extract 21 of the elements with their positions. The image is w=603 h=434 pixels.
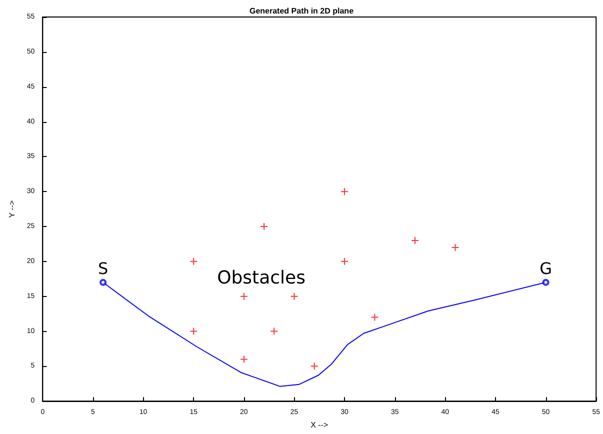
point — [270, 327, 278, 336]
point — [542, 278, 550, 286]
annotation: S — [98, 258, 108, 278]
point — [240, 355, 248, 364]
point — [260, 222, 268, 231]
point — [310, 362, 318, 370]
point — [340, 257, 349, 266]
point — [340, 188, 349, 196]
point — [290, 292, 298, 300]
point — [190, 257, 198, 266]
point — [190, 327, 198, 336]
point — [240, 292, 248, 300]
chart-title: Generated Path in 2D plane — [249, 6, 354, 16]
point — [370, 313, 379, 322]
annotation: Obstacles — [217, 268, 306, 289]
point — [451, 243, 460, 252]
annotation: G — [540, 258, 552, 278]
x-axis-title: X --> — [310, 420, 328, 430]
point — [410, 236, 419, 244]
y-axis-title: Y --> — [8, 200, 16, 218]
point — [100, 278, 107, 286]
